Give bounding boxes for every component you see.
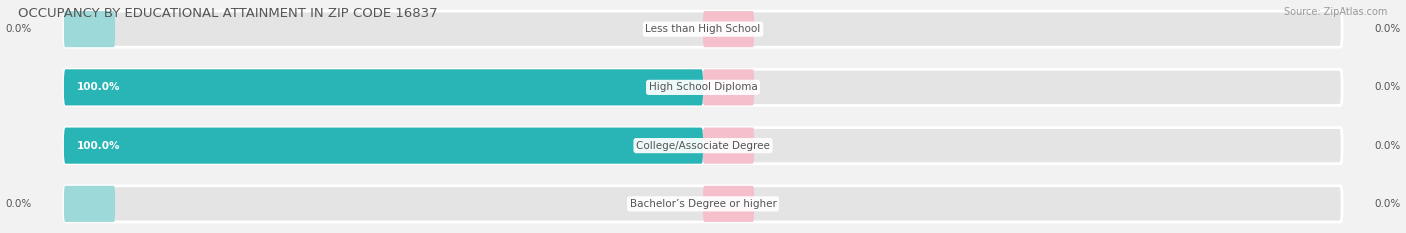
- Text: 0.0%: 0.0%: [1374, 82, 1400, 92]
- FancyBboxPatch shape: [63, 69, 1343, 105]
- Text: Less than High School: Less than High School: [645, 24, 761, 34]
- FancyBboxPatch shape: [703, 128, 754, 164]
- Text: 0.0%: 0.0%: [1374, 199, 1400, 209]
- FancyBboxPatch shape: [63, 11, 115, 47]
- Text: 0.0%: 0.0%: [6, 199, 32, 209]
- FancyBboxPatch shape: [703, 186, 754, 222]
- Text: 0.0%: 0.0%: [6, 24, 32, 34]
- Text: College/Associate Degree: College/Associate Degree: [636, 141, 770, 151]
- FancyBboxPatch shape: [63, 128, 1343, 164]
- Text: Source: ZipAtlas.com: Source: ZipAtlas.com: [1284, 7, 1388, 17]
- FancyBboxPatch shape: [703, 11, 754, 47]
- FancyBboxPatch shape: [63, 11, 1343, 47]
- FancyBboxPatch shape: [63, 69, 703, 105]
- FancyBboxPatch shape: [63, 128, 703, 164]
- Text: High School Diploma: High School Diploma: [648, 82, 758, 92]
- Text: 100.0%: 100.0%: [77, 141, 120, 151]
- FancyBboxPatch shape: [63, 186, 1343, 222]
- Text: 100.0%: 100.0%: [77, 82, 120, 92]
- FancyBboxPatch shape: [703, 69, 754, 105]
- Text: Bachelor’s Degree or higher: Bachelor’s Degree or higher: [630, 199, 776, 209]
- Text: 0.0%: 0.0%: [1374, 24, 1400, 34]
- Text: OCCUPANCY BY EDUCATIONAL ATTAINMENT IN ZIP CODE 16837: OCCUPANCY BY EDUCATIONAL ATTAINMENT IN Z…: [18, 7, 437, 20]
- FancyBboxPatch shape: [63, 186, 115, 222]
- Text: 0.0%: 0.0%: [1374, 141, 1400, 151]
